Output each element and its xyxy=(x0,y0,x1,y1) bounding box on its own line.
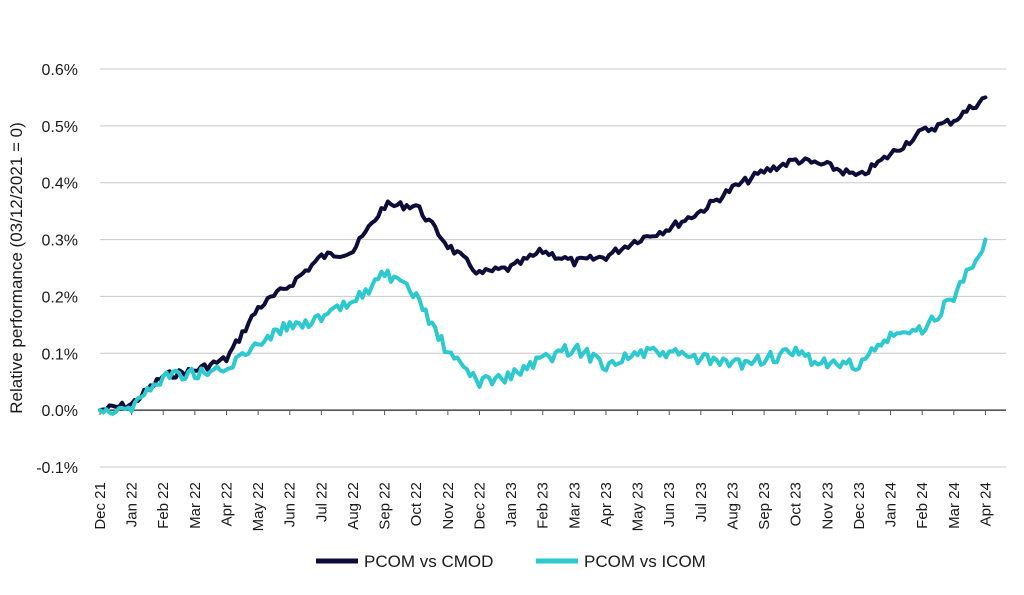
gridlines xyxy=(100,68,1006,468)
y-tick-label: -0.1% xyxy=(36,460,78,477)
x-tick-label: Jan 23 xyxy=(503,482,520,527)
x-tick-label: Feb 23 xyxy=(535,482,552,529)
y-axis-label: Relative performance (03/12/2021 = 0) xyxy=(7,122,26,414)
legend-label-icom: PCOM vs ICOM xyxy=(584,552,706,571)
x-tick-label: Oct 23 xyxy=(788,482,805,526)
x-tick-label: Jul 22 xyxy=(313,482,330,522)
legend-label-cmod: PCOM vs CMOD xyxy=(364,552,493,571)
x-tick-label: May 23 xyxy=(630,482,647,531)
x-tick-label: Mar 22 xyxy=(187,482,204,529)
x-tick-label: Feb 24 xyxy=(914,482,931,529)
x-tick-label: Jun 22 xyxy=(282,482,299,527)
x-tick-label: Feb 22 xyxy=(155,482,172,529)
x-tick-label: Oct 22 xyxy=(408,482,425,526)
series-lines xyxy=(98,95,988,416)
x-tick-label: Sep 23 xyxy=(756,482,773,530)
x-axis-ticks: Dec 21 Jan 22 Feb 22 Mar 22 Apr 22 May 22 Jun … xyxy=(92,410,994,531)
x-tick-label: Aug 22 xyxy=(345,482,362,530)
series-line-icom xyxy=(98,237,988,416)
x-tick-label: Dec 23 xyxy=(851,482,868,530)
y-tick-label: 0.4% xyxy=(42,176,78,193)
series-line-cmod xyxy=(98,95,988,413)
x-tick-label: Mar 24 xyxy=(946,482,963,529)
legend: PCOM vs CMOD PCOM vs ICOM xyxy=(316,552,706,571)
y-tick-label: 0.5% xyxy=(42,119,78,136)
y-tick-label: 0.3% xyxy=(42,233,78,250)
x-tick-label: Dec 22 xyxy=(471,482,488,530)
y-axis-ticks: -0.1% 0.0% 0.1% 0.2% 0.3% 0.4% 0.5% 0.6% xyxy=(36,62,78,477)
x-tick-label: Mar 23 xyxy=(566,482,583,529)
x-tick-label: Aug 23 xyxy=(724,482,741,530)
x-tick-label: Apr 23 xyxy=(598,482,615,526)
x-tick-label: May 22 xyxy=(250,482,267,531)
y-tick-label: 0.1% xyxy=(42,346,78,363)
y-tick-label: 0.6% xyxy=(42,62,78,79)
y-tick-label: 0.0% xyxy=(42,403,78,420)
x-tick-label: Nov 22 xyxy=(440,482,457,530)
x-tick-label: Apr 22 xyxy=(218,482,235,526)
x-tick-label: Sep 22 xyxy=(377,482,394,530)
x-tick-label: Dec 21 xyxy=(92,482,109,530)
x-tick-label: Apr 24 xyxy=(977,482,994,526)
x-tick-label: Jan 22 xyxy=(124,482,141,527)
y-tick-label: 0.2% xyxy=(42,289,78,306)
x-tick-label: Jan 24 xyxy=(883,482,900,527)
x-tick-label: Nov 23 xyxy=(819,482,836,530)
x-tick-label: Jul 23 xyxy=(693,482,710,522)
x-tick-label: Jun 23 xyxy=(661,482,678,527)
